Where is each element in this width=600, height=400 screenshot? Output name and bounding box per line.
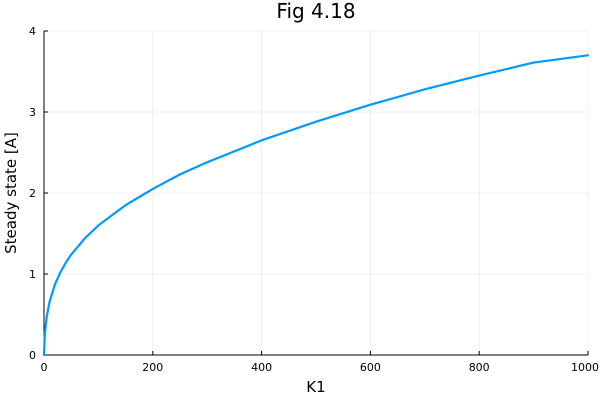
x-axis-label: K1 xyxy=(306,378,325,396)
series-layer xyxy=(42,54,590,357)
y-tick-label-2: 2 xyxy=(29,187,36,200)
x-tick-label-4: 800 xyxy=(469,361,490,374)
series-line-0 xyxy=(42,54,590,357)
tick-labels: 0 200 400 600 800 1000 0 1 2 3 4 xyxy=(29,25,599,374)
x-tick-label-0: 0 xyxy=(41,361,48,374)
x-tick-label-5: 1000 xyxy=(571,361,599,374)
x-tick-label-3: 600 xyxy=(360,361,381,374)
chart-title: Fig 4.18 xyxy=(276,0,355,23)
x-tick-label-1: 200 xyxy=(142,361,163,374)
y-tick-label-3: 3 xyxy=(29,106,36,119)
y-axis-label: Steady state [A] xyxy=(2,132,20,254)
y-tick-label-0: 0 xyxy=(29,349,36,362)
y-tick-label-4: 4 xyxy=(29,25,36,38)
grid xyxy=(43,30,589,356)
x-tick-label-2: 400 xyxy=(251,361,272,374)
y-tick-label-1: 1 xyxy=(29,268,36,281)
